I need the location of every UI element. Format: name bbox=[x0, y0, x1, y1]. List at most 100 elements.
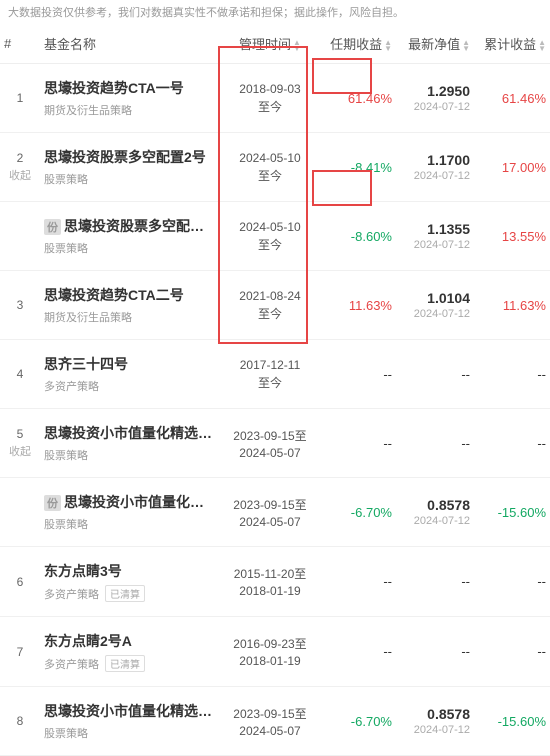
fund-name-cell[interactable]: 思齐三十四号多资产策略 bbox=[40, 340, 220, 409]
period-return: 61.46% bbox=[320, 64, 396, 133]
nav-value: 0.8578 bbox=[400, 706, 470, 722]
fund-name: 思壕投资趋势CTA一号 bbox=[44, 78, 216, 98]
fund-category: 股票策略 bbox=[44, 725, 216, 741]
fund-name: 思壕投资小市值量化精选3期 bbox=[44, 423, 216, 443]
fund-name-cell[interactable]: 思壕投资趋势CTA一号期货及衍生品策略 bbox=[40, 64, 220, 133]
row-index: 2收起 bbox=[0, 133, 40, 202]
row-index: 6 bbox=[0, 547, 40, 617]
table-row[interactable]: 8思壕投资小市值量化精选3期…股票策略2023-09-15至2024-05-07… bbox=[0, 687, 550, 756]
table-row[interactable]: 2收起思壕投资股票多空配置2号股票策略2024-05-10至今-8.41%1.1… bbox=[0, 133, 550, 202]
row-index: 3 bbox=[0, 271, 40, 340]
cum-return: 61.46% bbox=[474, 64, 550, 133]
header-idx[interactable]: # bbox=[0, 24, 40, 64]
fund-category: 期货及衍生品策略 bbox=[44, 309, 216, 325]
fund-name: 东方点睛3号 bbox=[44, 561, 216, 581]
fund-category: 股票策略 bbox=[44, 516, 216, 532]
nav-date: 2024-07-12 bbox=[400, 239, 470, 251]
nav-cell: 1.1700 2024-07-12 bbox=[396, 133, 474, 202]
fund-table-container: 大数据投资仅供参考，我们对数据真实性不做承诺和担保；据此操作，风险自担。 # 基… bbox=[0, 0, 550, 756]
sort-icon: ▲▼ bbox=[462, 40, 470, 52]
fund-name-cell[interactable]: 东方点睛3号多资产策略已清算 bbox=[40, 547, 220, 617]
cum-return: -- bbox=[474, 340, 550, 409]
fund-name-cell[interactable]: 份思壕投资股票多空配置2… 股票策略 bbox=[40, 202, 220, 271]
nav-cell: -- bbox=[396, 340, 474, 409]
liquidated-tag: 已清算 bbox=[105, 655, 145, 672]
fund-category: 多资产策略 bbox=[44, 378, 216, 394]
collapse-label[interactable]: 收起 bbox=[4, 167, 36, 183]
manage-time: 2015-11-20至2018-01-19 bbox=[220, 547, 320, 617]
sort-icon: ▲▼ bbox=[538, 40, 546, 52]
nav-date: 2024-07-12 bbox=[400, 724, 470, 736]
cum-return: -- bbox=[474, 409, 550, 478]
row-index: 1 bbox=[0, 64, 40, 133]
header-cum-return[interactable]: 累计收益▲▼ bbox=[474, 24, 550, 64]
cum-return: 13.55% bbox=[474, 202, 550, 271]
manage-time: 2018-09-03至今 bbox=[220, 64, 320, 133]
period-return: -- bbox=[320, 340, 396, 409]
table-row[interactable]: 4思齐三十四号多资产策略2017-12-11至今------ bbox=[0, 340, 550, 409]
table-row[interactable]: 5收起思壕投资小市值量化精选3期股票策略2023-09-15至2024-05-0… bbox=[0, 409, 550, 478]
fund-name: 思壕投资股票多空配置2号 bbox=[44, 147, 216, 167]
manage-time: 2023-09-15至2024-05-07 bbox=[220, 478, 320, 547]
share-badge: 份 bbox=[44, 219, 61, 235]
table-row[interactable]: 份思壕投资小市值量化精选… 股票策略2023-09-15至2024-05-07-6… bbox=[0, 478, 550, 547]
table-row[interactable]: 6东方点睛3号多资产策略已清算2015-11-20至2018-01-19----… bbox=[0, 547, 550, 617]
nav-date: 2024-07-12 bbox=[400, 308, 470, 320]
nav-date: 2024-07-12 bbox=[400, 101, 470, 113]
fund-category: 股票策略 bbox=[44, 171, 216, 187]
period-return: -6.70% bbox=[320, 687, 396, 756]
fund-name-cell[interactable]: 份思壕投资小市值量化精选… 股票策略 bbox=[40, 478, 220, 547]
cum-return: -- bbox=[474, 547, 550, 617]
nav-cell: 0.85782024-07-12 bbox=[396, 478, 474, 547]
fund-category: 股票策略 bbox=[44, 240, 216, 256]
header-nav[interactable]: 最新净值▲▼ bbox=[396, 24, 474, 64]
cum-return: 11.63% bbox=[474, 271, 550, 340]
fund-category: 股票策略 bbox=[44, 447, 216, 463]
disclaimer-text: 大数据投资仅供参考，我们对数据真实性不做承诺和担保；据此操作，风险自担。 bbox=[0, 0, 550, 24]
table-row[interactable]: 份思壕投资股票多空配置2…股票策略2024-05-10至今-8.60%1.135… bbox=[0, 202, 550, 271]
nav-cell: 1.01042024-07-12 bbox=[396, 271, 474, 340]
manage-time: 2023-09-15至2024-05-07 bbox=[220, 687, 320, 756]
fund-name-cell[interactable]: 思壕投资趋势CTA二号期货及衍生品策略 bbox=[40, 271, 220, 340]
liquidated-tag: 已清算 bbox=[105, 585, 145, 602]
period-return: -- bbox=[320, 617, 396, 687]
header-name[interactable]: 基金名称 bbox=[40, 24, 220, 64]
fund-name: 份思壕投资小市值量化精选… bbox=[44, 492, 216, 512]
fund-name-cell[interactable]: 思壕投资股票多空配置2号股票策略 bbox=[40, 133, 220, 202]
fund-name: 份思壕投资股票多空配置2… bbox=[44, 216, 216, 236]
manage-time: 2021-08-24至今 bbox=[220, 271, 320, 340]
sort-icon: ▲▼ bbox=[384, 40, 392, 52]
manage-time: 2023-09-15至2024-05-07 bbox=[220, 409, 320, 478]
nav-cell: -- bbox=[396, 409, 474, 478]
row-index: 5收起 bbox=[0, 409, 40, 478]
fund-name-cell[interactable]: 东方点睛2号A 多资产策略已清算 bbox=[40, 617, 220, 687]
period-return: -- bbox=[320, 409, 396, 478]
nav-date: 2024-07-12 bbox=[400, 170, 470, 182]
collapse-label[interactable]: 收起 bbox=[4, 443, 36, 459]
row-index bbox=[0, 478, 40, 547]
period-return: 11.63% bbox=[320, 271, 396, 340]
fund-category: 多资产策略已清算 bbox=[44, 585, 216, 602]
fund-name-cell[interactable]: 思壕投资小市值量化精选3期股票策略 bbox=[40, 409, 220, 478]
header-period-return[interactable]: 任期收益▲▼ bbox=[320, 24, 396, 64]
cum-return: -- bbox=[474, 617, 550, 687]
period-return: -8.41% bbox=[320, 133, 396, 202]
header-time[interactable]: 管理时间▲▼ bbox=[220, 24, 320, 64]
fund-category: 期货及衍生品策略 bbox=[44, 102, 216, 118]
table-row[interactable]: 1思壕投资趋势CTA一号期货及衍生品策略2018-09-03至今61.46%1.… bbox=[0, 64, 550, 133]
sort-icon: ▲▼ bbox=[293, 40, 301, 52]
manage-time: 2017-12-11至今 bbox=[220, 340, 320, 409]
fund-name-cell[interactable]: 思壕投资小市值量化精选3期… 股票策略 bbox=[40, 687, 220, 756]
period-return: -6.70% bbox=[320, 478, 396, 547]
manage-time: 2024-05-10至今 bbox=[220, 202, 320, 271]
nav-value: 1.1700 bbox=[400, 152, 470, 168]
period-return: -- bbox=[320, 547, 396, 617]
cum-return: 17.00% bbox=[474, 133, 550, 202]
nav-value: 1.2950 bbox=[400, 83, 470, 99]
table-row[interactable]: 3思壕投资趋势CTA二号期货及衍生品策略2021-08-24至今11.63%1.… bbox=[0, 271, 550, 340]
table-row[interactable]: 7东方点睛2号A多资产策略已清算2016-09-23至2018-01-19---… bbox=[0, 617, 550, 687]
cum-return: -15.60% bbox=[474, 687, 550, 756]
fund-category: 多资产策略已清算 bbox=[44, 655, 216, 672]
fund-name: 东方点睛2号A bbox=[44, 631, 216, 651]
fund-name: 思壕投资小市值量化精选3期… bbox=[44, 701, 216, 721]
